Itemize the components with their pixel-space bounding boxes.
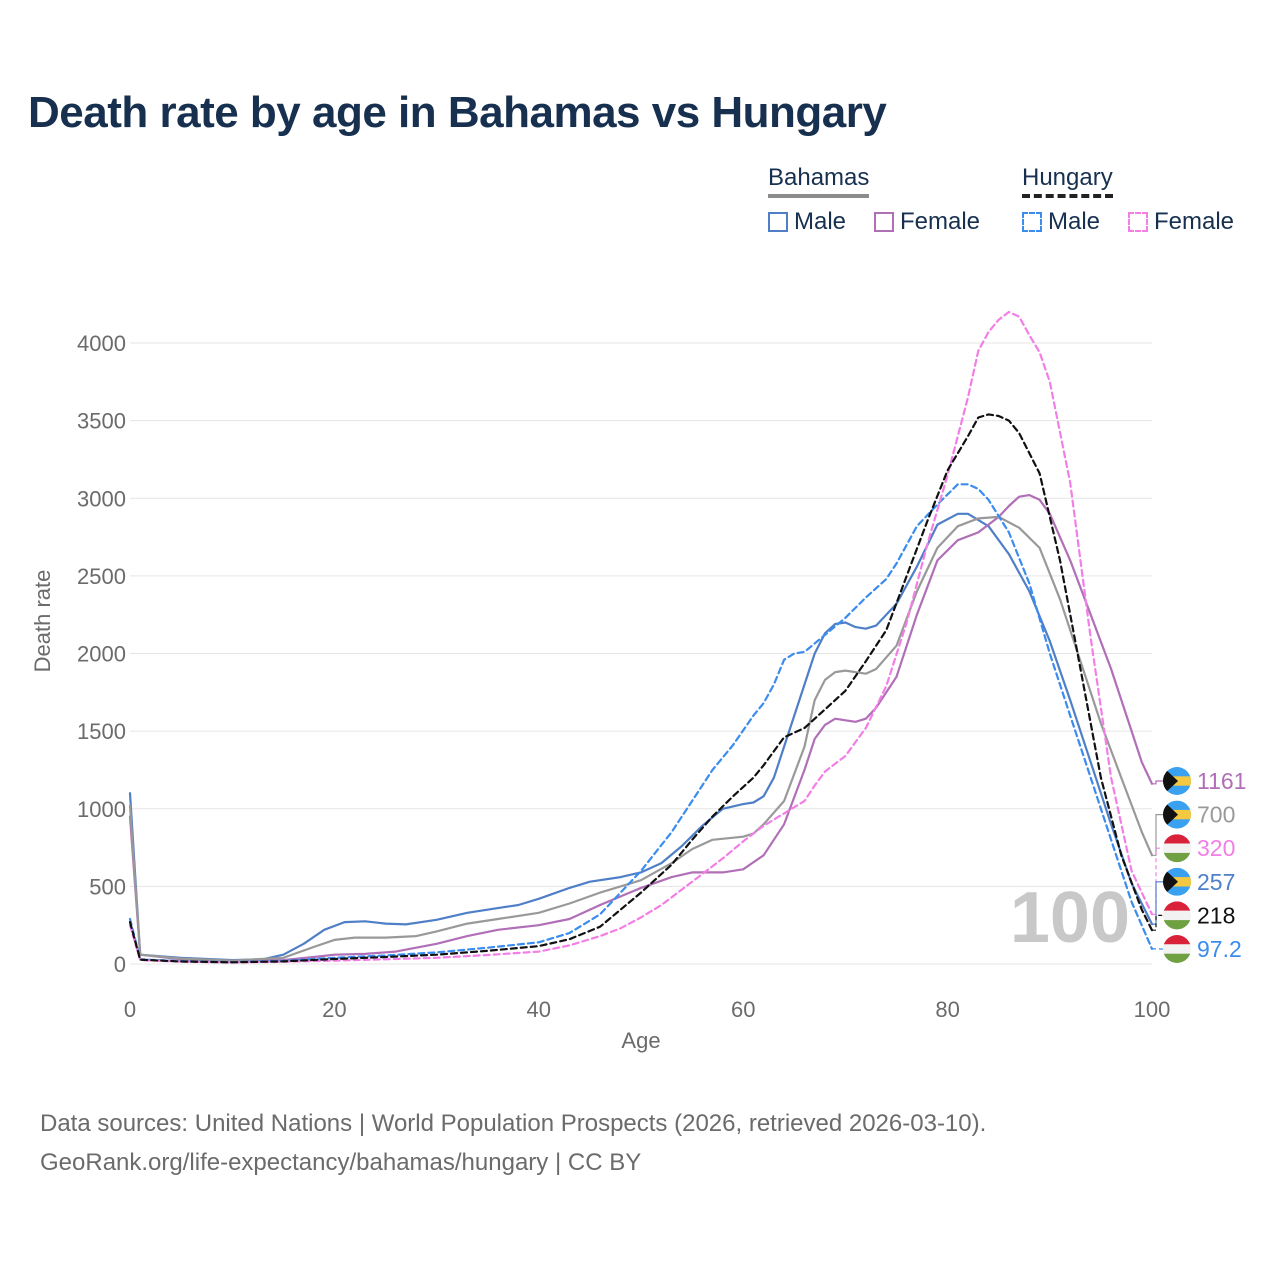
y-tick-label: 1500 (77, 719, 126, 744)
watermark-year: 100 (1010, 878, 1130, 958)
bahamas-flag-icon (1163, 767, 1191, 795)
legend-label: Male (1048, 208, 1101, 235)
series-line-bahamas-female[interactable] (128, 494, 1154, 962)
x-tick-label: 0 (124, 997, 136, 1022)
end-value-label: 320 (1197, 835, 1235, 861)
end-label-connector (1152, 814, 1163, 856)
x-tick-label: 80 (935, 997, 959, 1022)
legend-swatch-bahamas-male (768, 212, 788, 232)
hungary-flag-icon (1163, 834, 1191, 863)
y-tick-label: 0 (114, 952, 126, 977)
series-line-hungary-total[interactable] (128, 413, 1154, 964)
series-line-hungary-female[interactable] (128, 310, 1154, 964)
y-tick-label: 500 (89, 874, 126, 899)
x-tick-label: 40 (527, 997, 551, 1022)
series-line-bahamas-total[interactable] (128, 515, 1154, 962)
end-label-connector (1152, 881, 1163, 925)
end-value-label: 257 (1197, 869, 1235, 895)
y-tick-label: 1000 (77, 797, 126, 822)
x-tick-label: 60 (731, 997, 755, 1022)
y-tick-label: 3000 (77, 486, 126, 511)
legend-swatch-hungary-male (1022, 212, 1042, 232)
x-tick-label: 100 (1134, 997, 1171, 1022)
footer-source: Data sources: United Nations | World Pop… (40, 1110, 987, 1137)
chart-title: Death rate by age in Bahamas vs Hungary (28, 88, 887, 137)
legend-label: Female (1154, 208, 1235, 235)
legend-swatch-hungary-female (1128, 212, 1148, 232)
legend-hungary-male[interactable]: Male (1022, 208, 1100, 236)
y-axis-label: Death rate (30, 570, 55, 673)
end-value-label: 700 (1197, 802, 1235, 828)
end-value-label: 1161 (1197, 768, 1246, 794)
legend-bahamas-male[interactable]: Male (768, 208, 846, 236)
y-tick-label: 2500 (77, 564, 126, 589)
y-tick-label: 3500 (77, 409, 126, 434)
chart-area: 0 500 1000 1500 2000 2500 3000 3500 4000 0 20 40 60 8… (30, 310, 1246, 1053)
x-axis-label: Age (621, 1028, 660, 1053)
end-label-connector (1152, 914, 1163, 931)
legend-bahamas-female[interactable]: Female (874, 208, 980, 236)
series-line-hungary-male[interactable] (128, 483, 1154, 964)
hungary-flag-icon (1163, 935, 1191, 963)
end-value-label: 218 (1197, 902, 1235, 928)
grid-layer: 0 500 1000 1500 2000 2500 3000 3500 4000 0 20 40 60 8… (77, 331, 1170, 1022)
legend-hungary-female[interactable]: Female (1128, 208, 1234, 236)
end-label-layer: 1161 700 320 257 218 97.2 (1152, 767, 1246, 963)
end-label-connector (1152, 780, 1163, 785)
x-tick-label: 20 (322, 997, 346, 1022)
legend-hungary: Hungary Male Female (1022, 164, 1234, 235)
line-layer (128, 310, 1154, 964)
hungary-flag-icon (1163, 901, 1191, 930)
bahamas-flag-icon (1163, 800, 1191, 829)
y-tick-label: 2000 (77, 642, 126, 667)
y-tick-label: 4000 (77, 331, 126, 356)
legend-label: Female (900, 208, 981, 235)
end-value-label: 97.2 (1197, 936, 1242, 962)
legend-swatch-bahamas-female (874, 212, 894, 232)
bahamas-flag-icon (1163, 867, 1191, 896)
legend-hungary-title: Hungary (1022, 164, 1113, 198)
legend-bahamas-title: Bahamas (768, 164, 870, 198)
legend-bahamas: Bahamas Male Female (768, 164, 980, 235)
footer-url[interactable]: GeoRank.org/life-expectancy/bahamas/hung… (40, 1149, 642, 1176)
legend-label: Male (794, 208, 847, 235)
series-line-bahamas-male[interactable] (128, 512, 1154, 962)
